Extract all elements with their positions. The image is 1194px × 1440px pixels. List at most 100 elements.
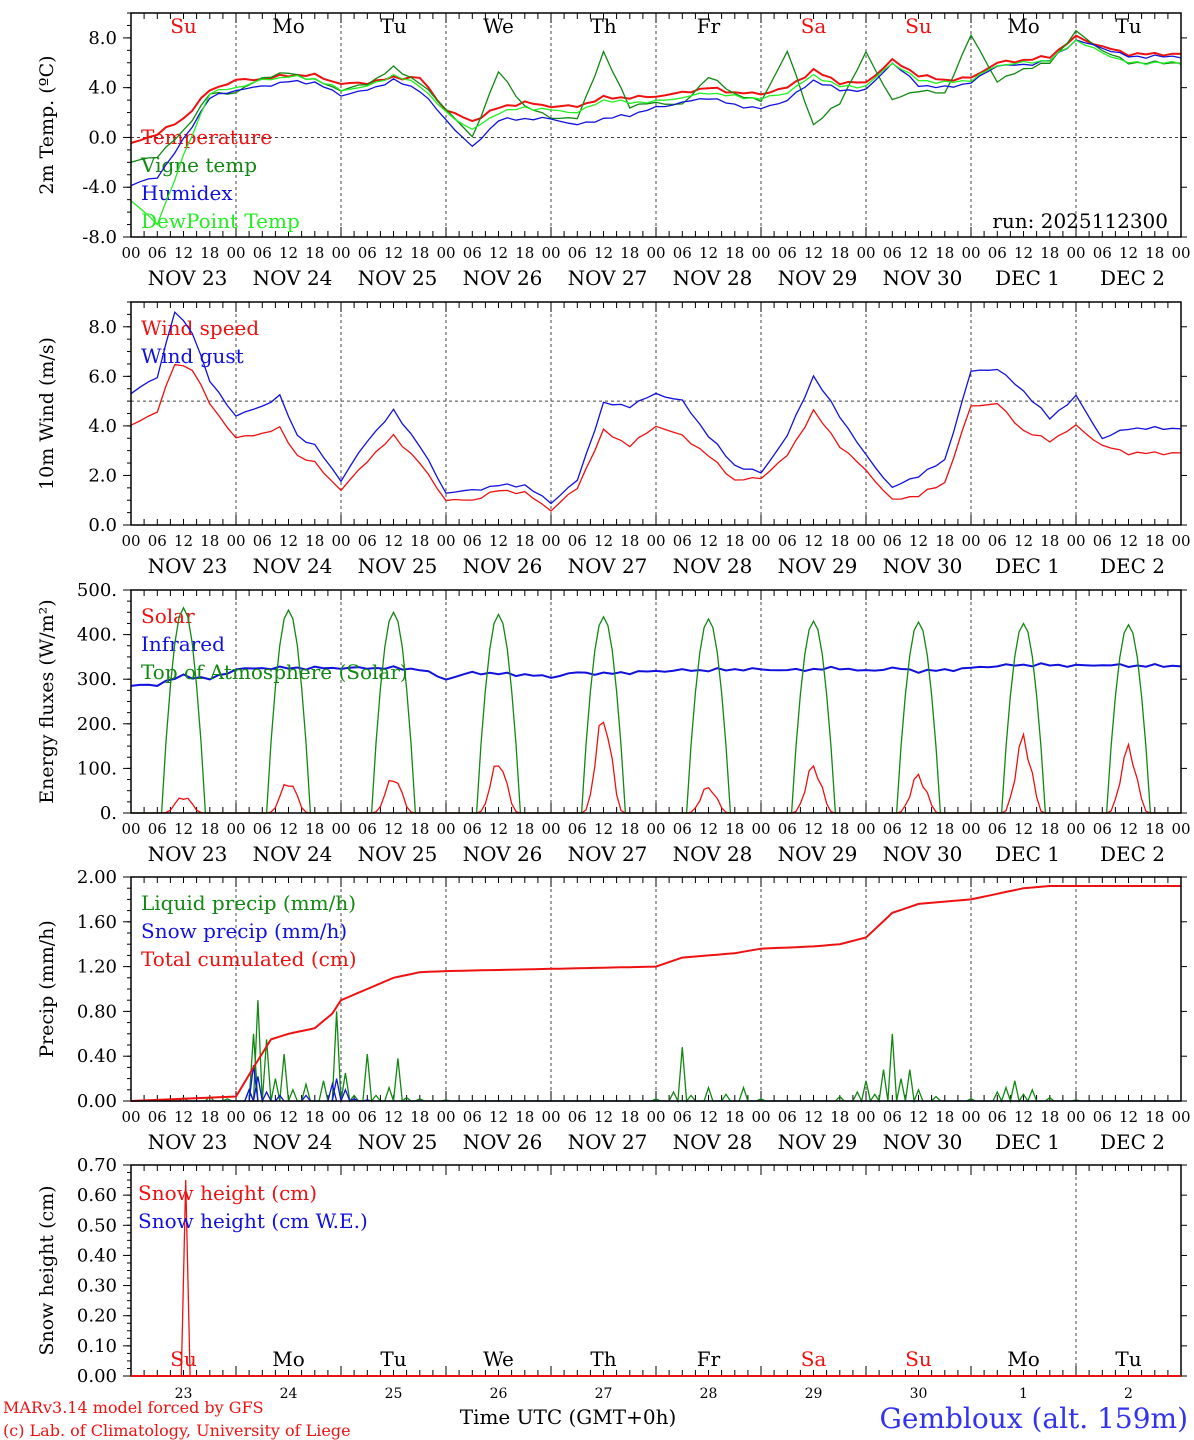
hour-tick-label: 18 [515, 532, 534, 550]
y-tick-label: 8.0 [88, 28, 117, 49]
day-number-label: 23 [175, 1386, 193, 1402]
hour-tick-label: 00 [751, 244, 770, 262]
hour-tick-label: 00 [1171, 244, 1190, 262]
date-label: NOV 27 [568, 266, 648, 290]
hour-tick-label: 06 [358, 1108, 377, 1126]
hour-tick-label: 00 [1066, 820, 1085, 838]
series-wind-speed [130, 363, 1182, 512]
y-tick-label: 0.10 [77, 1336, 117, 1357]
hour-tick-label: 06 [148, 532, 167, 550]
hour-tick-label: 00 [436, 244, 455, 262]
hour-tick-label: 12 [384, 244, 403, 262]
hour-tick-label: 00 [541, 532, 560, 550]
hour-tick-label: 18 [515, 244, 534, 262]
hour-tick-label: 06 [568, 1108, 587, 1126]
weekday-label: Sa [801, 14, 827, 38]
day-number-label: 1 [1019, 1386, 1028, 1402]
y-tick-label: 0.40 [77, 1046, 117, 1067]
hour-tick-label: 12 [489, 244, 508, 262]
y-tick-label: 6.0 [88, 366, 117, 387]
hour-tick-label: 18 [830, 820, 849, 838]
weekday-label: Th [590, 14, 616, 38]
lab-credit: (c) Lab. of Climatology, University of L… [3, 1421, 351, 1440]
hour-tick-label: 18 [620, 820, 639, 838]
panel-1: 8.0 4.0 0.0 -4.0 -8.0 2m Temp. (ºC) Temperatur… [36, 12, 1191, 290]
hour-tick-label: 00 [646, 532, 665, 550]
weekday-label: We [483, 14, 514, 38]
panel-3: 500. 400. 300. 200. 100. 0. Energy fluxes (W/m… [36, 580, 1191, 866]
legend-entry: Humidex [141, 181, 233, 205]
weekday-label: Su [905, 14, 932, 38]
hour-tick-label: 18 [1145, 532, 1164, 550]
weekday-label: Tu [1115, 14, 1141, 38]
date-label: DEC 2 [1100, 842, 1165, 866]
y-axis-label: Snow height (cm) [36, 1185, 58, 1355]
hour-tick-label: 18 [725, 532, 744, 550]
y-axis-label: Energy fluxes (W/m²) [36, 599, 58, 803]
y-tick-label: 200. [77, 714, 117, 735]
hour-tick-label: 18 [1040, 820, 1059, 838]
hour-tick-label: 00 [751, 820, 770, 838]
hour-tick-label: 18 [410, 532, 429, 550]
y-tick-label: 0.70 [77, 1155, 117, 1176]
hour-tick-label: 18 [200, 244, 219, 262]
station-label: Gembloux (alt. 159m) [880, 1402, 1189, 1435]
day-number-label: 26 [490, 1386, 508, 1402]
hour-tick-label: 18 [935, 1108, 954, 1126]
y-tick-label: 0.20 [77, 1306, 117, 1327]
hour-tick-label: 00 [331, 244, 350, 262]
series-total-cumulated-cm- [130, 885, 1181, 1102]
hour-tick-label: 06 [778, 244, 797, 262]
hour-tick-label: 18 [410, 244, 429, 262]
hour-tick-label: 06 [253, 244, 272, 262]
hour-tick-label: 00 [436, 1108, 455, 1126]
hour-tick-label: 12 [804, 1108, 823, 1126]
hour-tick-label: 00 [541, 244, 560, 262]
legend-entry: Solar [141, 604, 195, 628]
hour-tick-label: 18 [305, 244, 324, 262]
hour-tick-label: 00 [646, 1108, 665, 1126]
date-label: NOV 27 [568, 1130, 648, 1154]
hour-tick-label: 06 [148, 1108, 167, 1126]
hour-tick-label: 06 [568, 820, 587, 838]
hour-tick-label: 00 [1066, 244, 1085, 262]
hour-tick-label: 00 [331, 820, 350, 838]
legend-entry: Total cumulated (cm) [141, 947, 357, 971]
y-tick-label: 0.00 [77, 1366, 117, 1387]
y-tick-label: 0.30 [77, 1276, 117, 1297]
plot-frame [130, 876, 1182, 1102]
hour-tick-label: 06 [778, 1108, 797, 1126]
hour-tick-label: 06 [148, 820, 167, 838]
date-label: NOV 23 [148, 842, 228, 866]
hour-tick-label: 06 [358, 244, 377, 262]
y-axis-label: Precip (mm/h) [36, 920, 58, 1058]
y-tick-label: 4.0 [88, 78, 117, 99]
date-label: DEC 1 [995, 266, 1060, 290]
weekday-label: We [483, 1347, 514, 1371]
y-tick-label: 300. [77, 669, 117, 690]
run-label: run: 2025112300 [992, 209, 1168, 233]
hour-tick-label: 06 [463, 244, 482, 262]
hour-tick-label: 00 [961, 820, 980, 838]
hour-tick-label: 06 [148, 244, 167, 262]
date-label: NOV 24 [253, 266, 333, 290]
date-label: NOV 27 [568, 554, 648, 578]
hour-tick-label: 12 [1119, 820, 1138, 838]
hour-tick-label: 00 [856, 532, 875, 550]
date-label: NOV 29 [778, 554, 858, 578]
hour-tick-label: 06 [883, 244, 902, 262]
hour-tick-label: 00 [1066, 1108, 1085, 1126]
date-label: NOV 28 [673, 842, 753, 866]
hour-tick-label: 12 [489, 1108, 508, 1126]
hour-tick-label: 12 [804, 532, 823, 550]
hour-tick-label: 00 [121, 1108, 140, 1126]
y-tick-label: 0.60 [77, 1185, 117, 1206]
hour-tick-label: 18 [725, 244, 744, 262]
hour-tick-label: 18 [1040, 244, 1059, 262]
y-tick-label: 500. [77, 580, 117, 601]
hour-tick-label: 12 [909, 820, 928, 838]
y-tick-label: 2.00 [77, 867, 117, 888]
hour-tick-label: 00 [121, 820, 140, 838]
date-label: NOV 29 [778, 266, 858, 290]
